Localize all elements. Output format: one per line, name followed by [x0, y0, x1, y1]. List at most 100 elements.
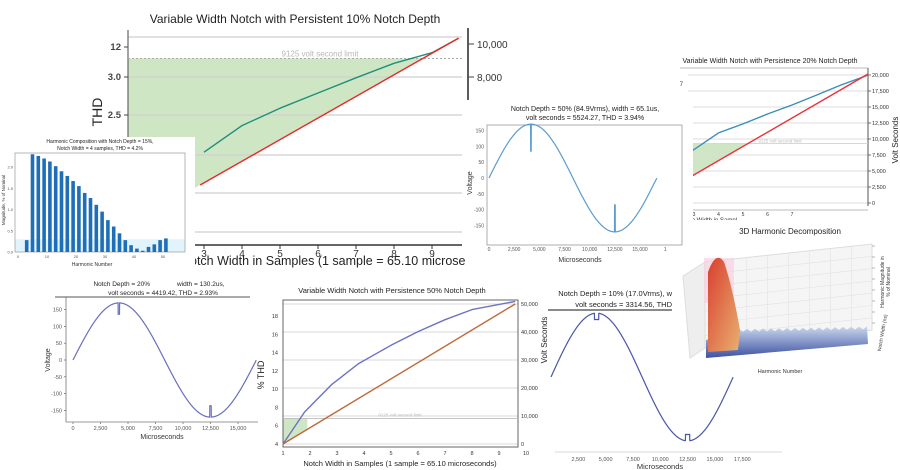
y-tick-label-right: 15,000	[872, 105, 889, 111]
y-tick-label: 10	[272, 387, 278, 393]
y-tick-label-right: 50,000	[521, 302, 538, 308]
harmonic-bar	[36, 155, 41, 252]
x-tick-label: 2,500	[571, 457, 585, 463]
plot-group: 2,500 5,000 7,500 10,000 12,500 15,000 17,500 N…	[548, 289, 782, 470]
x-tick-label: 2,500	[94, 426, 108, 432]
x-tick-label: 7	[353, 249, 359, 260]
chart-title-line: volt seconds = 3314.56, THD	[575, 300, 672, 309]
harmonic-bar	[146, 246, 151, 252]
x-tick-label: 50	[161, 254, 166, 259]
x-tick-label: 9	[429, 249, 435, 260]
y-tick-label: 150	[53, 308, 62, 314]
harmonic-bar	[111, 226, 116, 252]
chart-title-line: Notch Width = 4 samples, THD = 4.2%	[57, 146, 143, 152]
plot-group: 20,000 17,500 15,000 12,500 10,000 7,500 5,000…	[680, 58, 900, 220]
harmonic-bar	[71, 181, 75, 252]
y-tick-label: 1.0	[7, 207, 13, 212]
y-tick-label: -50	[54, 375, 62, 381]
y-tick-label: -50	[477, 192, 484, 198]
waveform-line	[72, 302, 257, 418]
y-tick-label: 0.0	[7, 250, 13, 255]
y-tick-label: 16	[272, 332, 278, 338]
harmonic-bar	[106, 220, 110, 252]
harmonic-bar	[24, 240, 29, 252]
chart-title-line: Notch Depth = 50% (84.9Vrms), width = 65…	[511, 106, 659, 113]
thd-series-line	[689, 74, 869, 153]
y-tick-label-right: 0	[872, 201, 875, 207]
harmonic-bar	[140, 250, 145, 252]
y-axis-label: Voltage	[467, 171, 474, 194]
harmonic-peak	[708, 257, 740, 352]
y-tick-label: 50	[478, 160, 484, 166]
y-tick-label-right: 17,500	[872, 89, 889, 95]
plot-frame	[14, 152, 186, 253]
y-axis-label-right: Volt Seconds	[891, 117, 900, 164]
y-tick-label-right: 10,000	[872, 137, 889, 143]
x-tick-label: 1	[664, 247, 667, 253]
thd-series-line	[282, 300, 516, 445]
x-tick-label: 7,500	[626, 457, 640, 463]
y-tick-label: 100	[53, 324, 62, 330]
harmonic-bar	[94, 204, 99, 252]
below-limit-fill	[283, 418, 308, 444]
x-tick-label: 15,000	[632, 247, 648, 253]
waveform-line	[488, 123, 658, 233]
harmonic-bar	[82, 192, 87, 252]
chart-title-line: volt seconds = 5524.27, THD = 3.94%	[526, 115, 644, 122]
chart-title-line: Harmonic Composition with Notch Depth = …	[46, 139, 153, 145]
x-tick-label: 15,000	[230, 426, 247, 432]
x-tick-label: 8	[470, 451, 473, 457]
chart-title: Variable Width Notch with Persistent 10%…	[150, 12, 441, 26]
x-axis-label: Microseconds	[558, 257, 602, 264]
x-tick-label: 12,500	[607, 247, 623, 253]
y-tick-label-right: 2,500	[872, 185, 886, 191]
x-tick-label: 7	[791, 212, 794, 218]
x-tick-label: 5,000	[533, 247, 546, 253]
y-tick-label: 4	[275, 442, 278, 448]
x-tick-label: 7	[443, 451, 446, 457]
y-tick-label-right: 7,500	[872, 153, 886, 159]
y-tick-label: 0	[59, 358, 62, 364]
x-tick-label: 5	[277, 249, 283, 260]
y-tick-label: 7	[680, 82, 684, 88]
plot-group: 150 100 50 0 -50 -100 -150 0 2,500 5,000 7,500 10,0…	[45, 281, 258, 441]
x-tick-label: 20	[74, 254, 79, 259]
limit-label: 9125 volt second limit	[282, 49, 360, 58]
x-tick-label: 6	[766, 212, 769, 218]
x-tick-label: 3	[201, 249, 207, 260]
volt-seconds-series-line	[282, 303, 516, 445]
x-tick-label: 10	[523, 451, 529, 457]
x-tick-label: 0	[17, 254, 20, 259]
harmonic-bar	[42, 158, 46, 252]
x-tick-label: 10,000	[652, 457, 669, 463]
x-axis-label: tch Width in Sampl	[687, 218, 737, 220]
chart-title-line: volt seconds = 4419.42, THD = 2.93%	[108, 290, 218, 297]
chart-waveform-20pct-notch: 150 100 50 0 -50 -100 -150 0 2,500 5,000 7,500 10,0…	[40, 277, 260, 442]
y-tick-label: 0.5	[7, 228, 13, 233]
harmonic-bar	[100, 211, 104, 252]
y-tick-label: 8	[275, 405, 278, 411]
y-tick-label-right: 5,000	[872, 169, 886, 175]
plot-group: 9125 volt second limit Variable Width Not…	[89, 12, 508, 268]
y-tick-label-right: 20,000	[521, 386, 538, 392]
plot-frame	[486, 124, 683, 246]
limit-label: 9125 volt second limit	[758, 139, 802, 144]
y-axis-label: THD	[89, 98, 105, 127]
plot-group: 0 10,000 20,000 30,000 40,000 50,000 9125 volt…	[256, 286, 549, 468]
y-tick-label: 2.5	[108, 110, 122, 121]
x-tick-label: 4	[362, 451, 365, 457]
y-tick-label: 150	[476, 128, 485, 134]
plot-group: 150 100 50 0 -50 -100 -150 0 2,500 5,000 7,500 10,0…	[467, 106, 683, 264]
y-tick-label-right: 10,000	[477, 40, 508, 51]
x-tick-label: 4	[239, 249, 245, 260]
y-tick-label-right: 10,000	[521, 414, 538, 420]
chart-title-line: Notch Depth = 10% (17.0Vrms), w	[558, 289, 672, 298]
x-tick-label: 40	[132, 254, 137, 259]
thd-series-line	[203, 37, 459, 153]
y-tick-label: 14	[272, 351, 278, 357]
harmonic-bar	[117, 233, 122, 252]
y-tick-label: 50	[56, 341, 62, 347]
harmonic-bar	[158, 240, 162, 252]
y-tick-label: 0	[481, 176, 484, 182]
x-tick-label: 5,000	[121, 426, 135, 432]
